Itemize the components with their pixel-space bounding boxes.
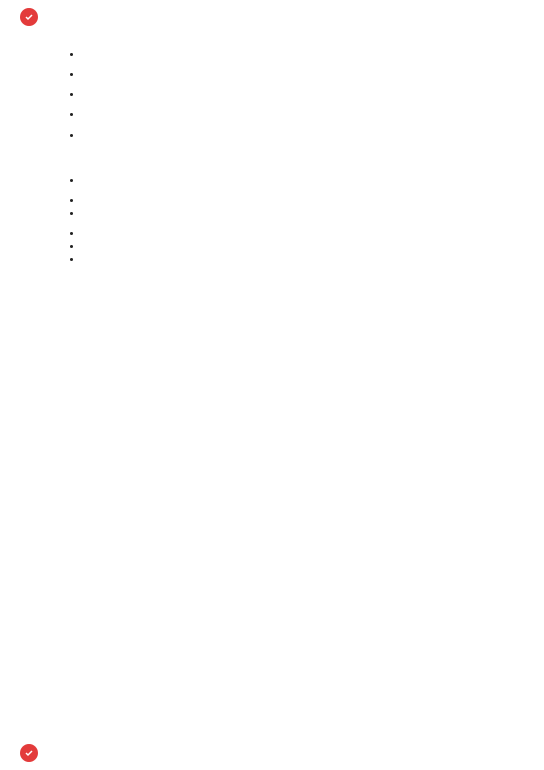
list-item (82, 227, 508, 239)
logo-icon (20, 8, 38, 26)
dna-diagram (368, 244, 518, 524)
list-item (82, 174, 508, 186)
header (0, 0, 544, 34)
footer (0, 736, 544, 770)
list-item (82, 129, 362, 141)
content (0, 34, 544, 265)
list-item (82, 48, 508, 60)
list-item (82, 207, 508, 219)
list-item (82, 88, 508, 100)
list-item (82, 108, 362, 120)
logo-icon (20, 744, 38, 762)
list-item (82, 194, 508, 206)
list-item (82, 68, 508, 80)
